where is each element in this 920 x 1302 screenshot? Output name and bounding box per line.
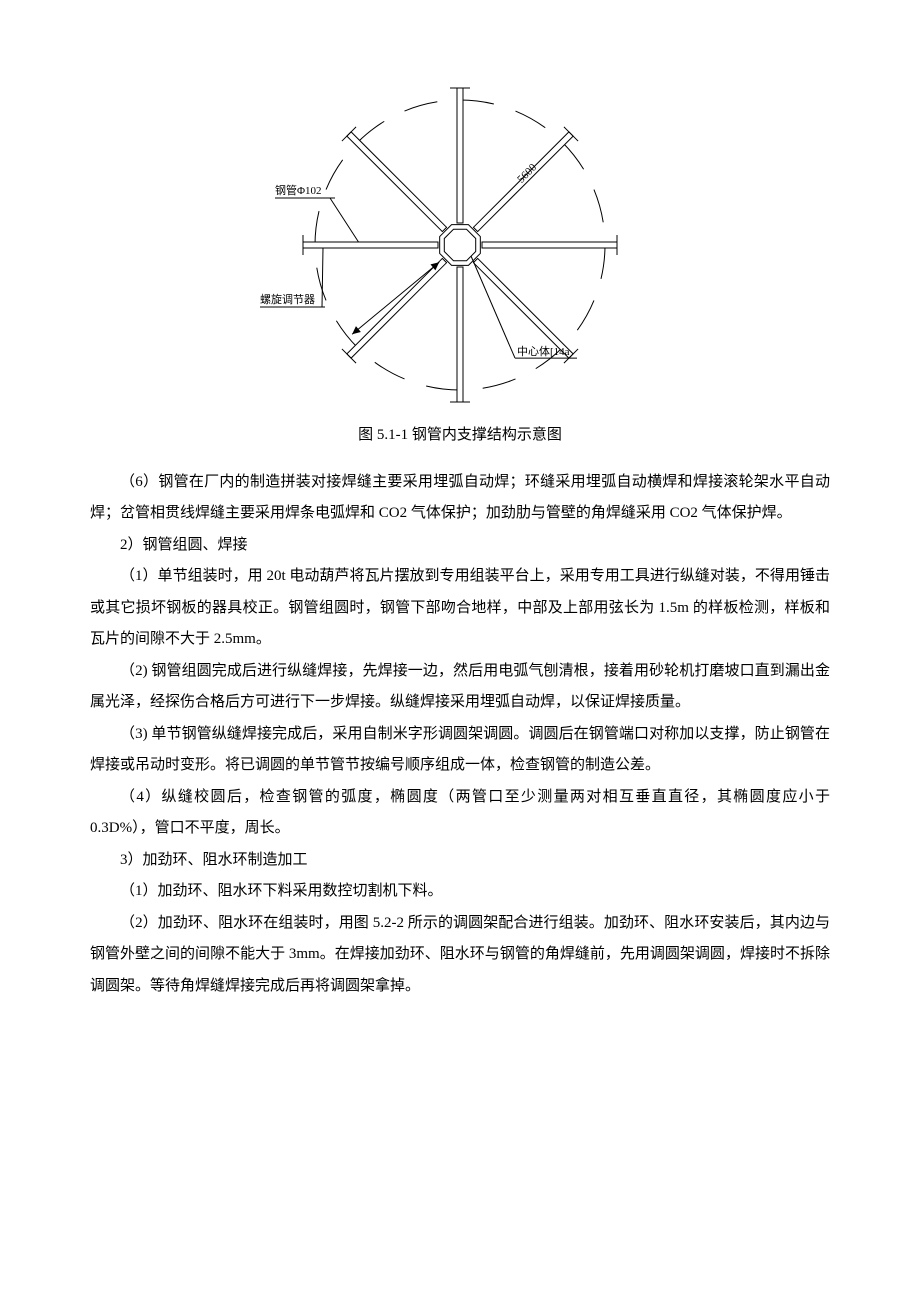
- svg-text:中心体[14a: 中心体[14a: [517, 344, 570, 358]
- svg-text:钢管Φ102: 钢管Φ102: [275, 183, 322, 197]
- document-page: 5600钢管Φ102螺旋调节器中心体[14a 图 5.1-1 钢管内支撑结构示意…: [0, 0, 920, 1062]
- svg-text:螺旋调节器: 螺旋调节器: [260, 292, 315, 306]
- support-structure-diagram: 5600钢管Φ102螺旋调节器中心体[14a: [240, 80, 680, 410]
- paragraph-2-2: （2) 钢管组圆完成后进行纵缝焊接，先焊接一边，然后用电弧气刨清根，接着用砂轮机…: [90, 656, 830, 719]
- section-heading-3: 3）加劲环、阻水环制造加工: [90, 845, 830, 877]
- paragraph-3-2: （2）加劲环、阻水环在组装时，用图 5.2-2 所示的调圆架配合进行组装。加劲环…: [90, 908, 830, 1003]
- paragraph-3-1: （1）加劲环、阻水环下料采用数控切割机下料。: [90, 876, 830, 908]
- section-heading-2: 2）钢管组圆、焊接: [90, 530, 830, 562]
- diagram-container: 5600钢管Φ102螺旋调节器中心体[14a 图 5.1-1 钢管内支撑结构示意…: [90, 80, 830, 452]
- diagram-caption: 图 5.1-1 钢管内支撑结构示意图: [90, 420, 830, 452]
- paragraph-6: （6）钢管在厂内的制造拼装对接焊缝主要采用埋弧自动焊；环缝采用埋弧自动横焊和焊接…: [90, 467, 830, 530]
- paragraph-2-4: （4）纵缝校圆后，检查钢管的弧度，椭圆度（两管口至少测量两对相互垂直直径，其椭圆…: [90, 782, 830, 845]
- paragraph-2-1: （1）单节组装时，用 20t 电动葫芦将瓦片摆放到专用组装平台上，采用专用工具进…: [90, 561, 830, 656]
- paragraph-2-3: （3) 单节钢管纵缝焊接完成后，采用自制米字形调圆架调圆。调圆后在钢管端口对称加…: [90, 719, 830, 782]
